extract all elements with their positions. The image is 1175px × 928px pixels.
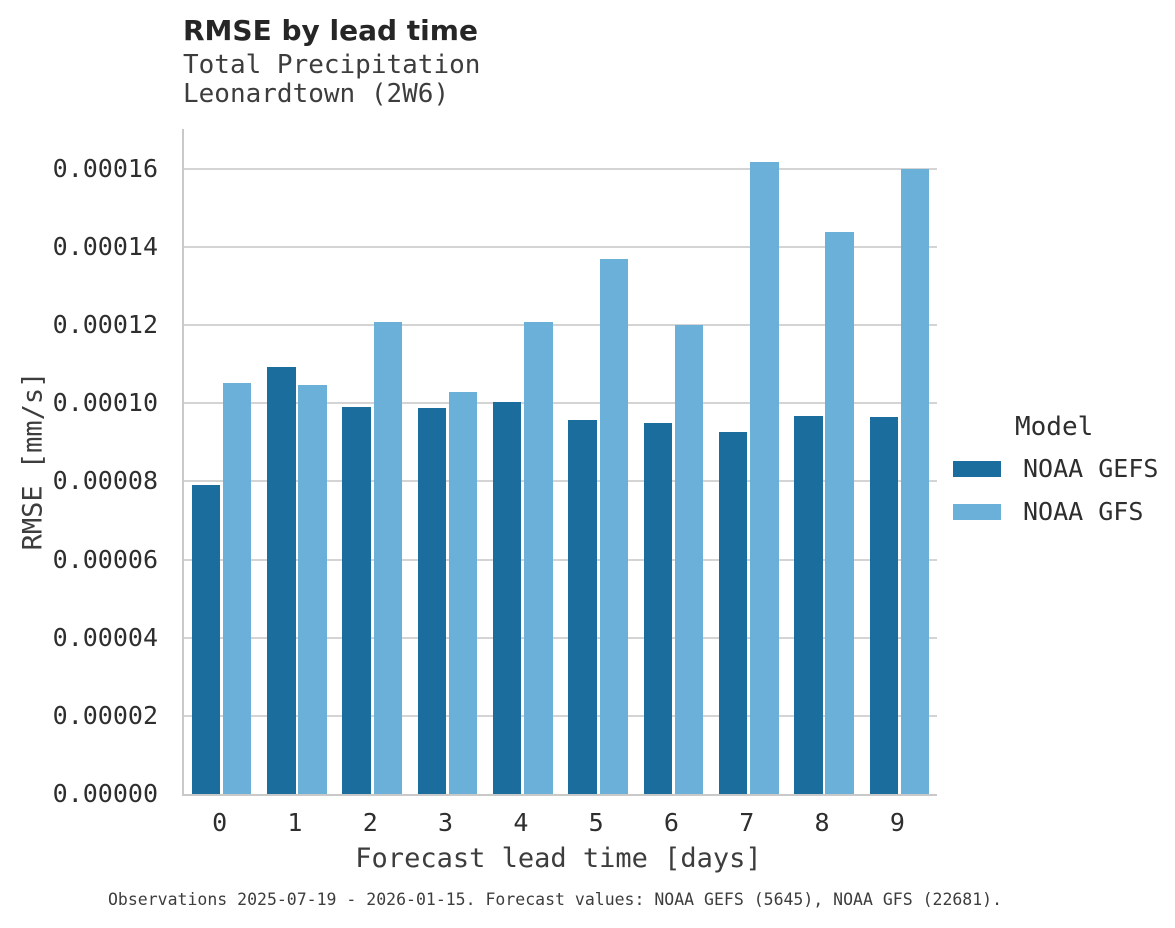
gridline: [184, 324, 937, 326]
y-tick-label: 0.00010: [52, 388, 158, 418]
x-tick-label: 1: [287, 808, 303, 837]
chart-title: RMSE by lead time: [183, 14, 478, 47]
bar-noaa-gfs-lead-0: [223, 383, 252, 794]
bar-noaa-gefs-lead-4: [493, 402, 522, 794]
y-tick-label: 0.00012: [52, 310, 158, 339]
bar-noaa-gefs-lead-8: [794, 416, 823, 794]
gridline: [184, 714, 937, 717]
gridline: [184, 402, 937, 405]
chart-subtitle-line2: Leonardtown (2W6): [183, 79, 450, 109]
y-tick-label: 0.00002: [52, 700, 158, 730]
x-tick-label: 2: [362, 808, 378, 837]
legend-swatch-icon: [953, 461, 1001, 477]
plot-area: [182, 129, 937, 796]
bar-noaa-gfs-lead-2: [373, 321, 403, 794]
x-tick-label: 7: [739, 808, 755, 837]
bar-noaa-gefs-lead-2: [342, 406, 371, 794]
gridline: [184, 167, 937, 170]
legend-label: NOAA GEFS: [1023, 454, 1159, 483]
legend-label: NOAA GFS: [1023, 497, 1144, 526]
bar-noaa-gefs-lead-3: [417, 408, 447, 794]
legend-entry: NOAA GFS: [953, 499, 1158, 525]
bar-noaa-gefs-lead-6: [643, 423, 673, 794]
y-tick-label: 0.00000: [52, 779, 158, 808]
y-tick-label: 0.00006: [52, 544, 158, 574]
x-tick-label: 0: [212, 808, 228, 837]
y-tick-label: 0.00008: [52, 466, 158, 496]
bar-noaa-gfs-lead-5: [599, 259, 628, 794]
chart-subtitle-line1: Total Precipitation: [183, 50, 481, 80]
x-tick-label: 4: [513, 808, 529, 837]
y-tick-label: 0.00014: [52, 231, 158, 261]
x-tick-label: 8: [814, 808, 830, 837]
bar-noaa-gefs-lead-1: [267, 366, 296, 794]
bar-noaa-gefs-lead-7: [718, 431, 748, 794]
bar-noaa-gefs-lead-5: [568, 420, 597, 794]
y-tick-label: 0.00016: [52, 153, 158, 183]
legend: Model NOAA GEFS NOAA GFS: [953, 412, 1158, 525]
legend-entry: NOAA GEFS: [953, 456, 1158, 482]
bar-noaa-gfs-lead-6: [674, 325, 704, 794]
footer-caption: Observations 2025-07-19 - 2026-01-15. Fo…: [108, 890, 1003, 909]
bar-noaa-gfs-lead-7: [750, 162, 779, 794]
legend-swatch-icon: [953, 504, 1001, 520]
bar-noaa-gefs-lead-0: [191, 485, 221, 794]
bar-noaa-gefs-lead-9: [869, 417, 898, 794]
bar-noaa-gfs-lead-9: [900, 169, 930, 794]
bar-noaa-gfs-lead-3: [448, 391, 478, 794]
legend-title: Model: [1015, 412, 1094, 442]
gridline: [184, 636, 937, 639]
y-tick-label: 0.00004: [52, 622, 158, 652]
gridline: [184, 245, 937, 248]
x-tick-label: 3: [438, 808, 454, 837]
x-tick-label: 5: [588, 808, 604, 837]
bar-noaa-gfs-lead-1: [298, 385, 327, 794]
bar-noaa-gfs-lead-4: [524, 321, 553, 794]
gridline: [184, 558, 937, 561]
gridline: [184, 480, 937, 483]
bar-noaa-gfs-lead-8: [825, 231, 854, 794]
x-axis-label: Forecast lead time [days]: [355, 843, 762, 874]
x-tick-label: 6: [663, 808, 679, 837]
x-tick-label: 9: [889, 808, 905, 837]
